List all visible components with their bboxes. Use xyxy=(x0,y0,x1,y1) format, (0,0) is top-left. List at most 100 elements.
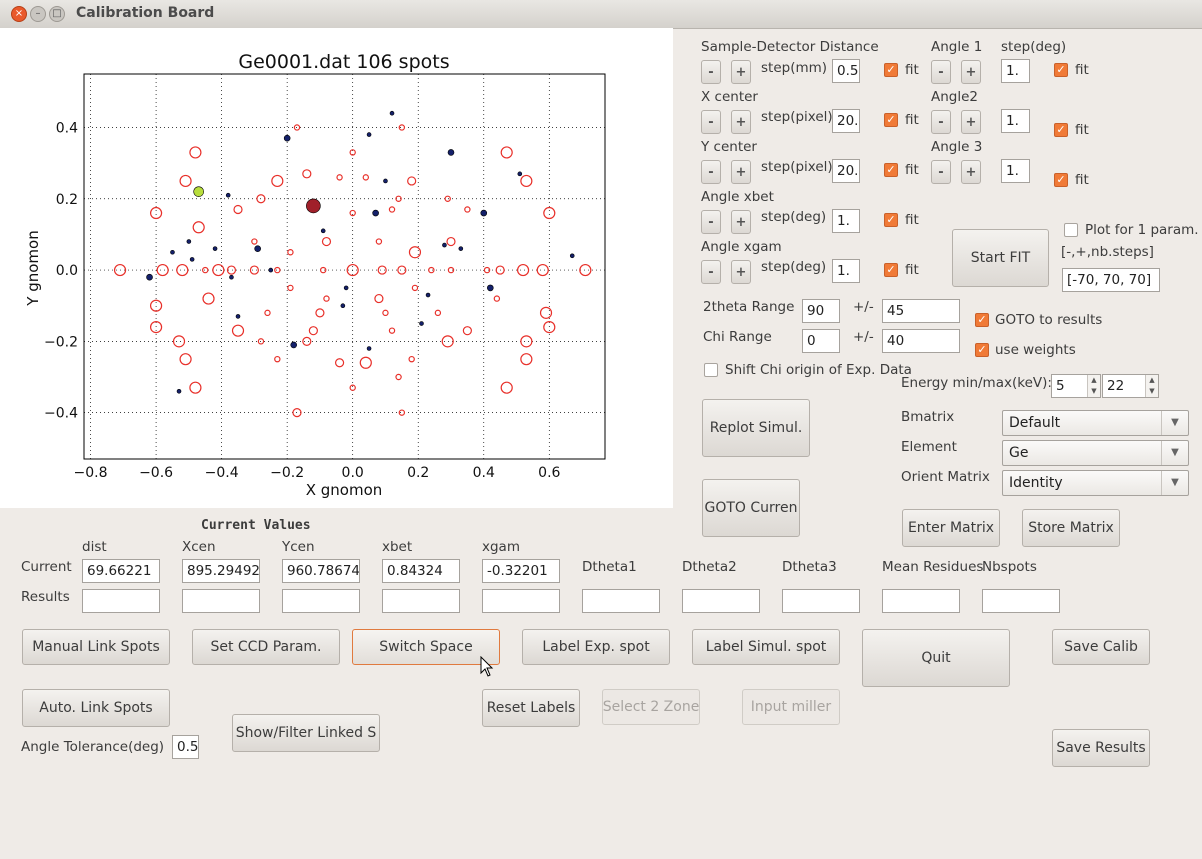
angle3-plus-button[interactable]: + xyxy=(961,160,981,184)
auto-link-spots-button[interactable]: Auto. Link Spots xyxy=(22,689,170,727)
current-value-field[interactable]: 0.84324 xyxy=(382,559,460,583)
xbet-fit-label: fit xyxy=(905,212,919,228)
angle2-step-input[interactable]: 1. xyxy=(1001,109,1030,133)
label-simul-spot-button[interactable]: Label Simul. spot xyxy=(692,629,840,665)
angle1-step-input[interactable]: 1. xyxy=(1001,59,1030,83)
shift-chi-label: Shift Chi origin of Exp. Data xyxy=(725,362,912,378)
current-value-field[interactable]: 69.66221 xyxy=(82,559,160,583)
enter-matrix-button[interactable]: Enter Matrix xyxy=(902,509,1000,547)
sdd-step-input[interactable]: 0.5 xyxy=(832,59,860,83)
chi-center-input[interactable]: 0 xyxy=(802,329,840,353)
chi-delta-input[interactable]: 40 xyxy=(882,329,960,353)
angle1-plus-button[interactable]: + xyxy=(961,60,981,84)
ycen-plus-button[interactable]: + xyxy=(731,160,751,184)
data-point xyxy=(321,236,332,247)
maximize-icon[interactable]: □ xyxy=(49,6,65,22)
sdd-minus-button[interactable]: - xyxy=(701,60,721,84)
sdd-fit-checkbox[interactable]: ✓ xyxy=(884,63,898,77)
save-results-button[interactable]: Save Results xyxy=(1052,729,1150,767)
energy-max-spinbox[interactable]: 22 ▲ ▼ xyxy=(1102,374,1159,398)
angle2-plus-button[interactable]: + xyxy=(961,110,981,134)
xcen-step-input[interactable]: 20. xyxy=(832,109,860,133)
angle1-fit-checkbox[interactable]: ✓ xyxy=(1054,63,1068,77)
theta-delta-input[interactable]: 45 xyxy=(882,299,960,323)
scatter-plot[interactable]: Ge0001.dat 106 spots −0.8 −0.6 −0.4 −0.2 0.0… xyxy=(0,28,673,508)
plot1param-checkbox[interactable] xyxy=(1064,223,1078,237)
ycen-step-input[interactable]: 20. xyxy=(832,159,860,183)
data-point xyxy=(264,309,271,317)
result-value-field[interactable] xyxy=(782,589,860,613)
element-select[interactable]: Ge ▼ xyxy=(1002,440,1189,466)
current-value-field[interactable]: 960.78674 xyxy=(282,559,360,583)
show-filter-linked-button[interactable]: Show/Filter Linked S xyxy=(232,714,380,752)
plot-panel[interactable]: Ge0001.dat 106 spots −0.8 −0.6 −0.4 −0.2 0.0… xyxy=(0,28,673,508)
angle2-minus-button[interactable]: - xyxy=(931,110,951,134)
xcen-plus-button[interactable]: + xyxy=(731,110,751,134)
spin-arrows-icon[interactable]: ▲ ▼ xyxy=(1087,375,1100,397)
result-value-field[interactable] xyxy=(982,589,1060,613)
xgam-fit-checkbox[interactable]: ✓ xyxy=(884,263,898,277)
element-value: Ge xyxy=(1009,445,1029,461)
ycen-minus-button[interactable]: - xyxy=(701,160,721,184)
xbet-step-input[interactable]: 1. xyxy=(832,209,860,233)
result-value-field[interactable] xyxy=(182,589,260,613)
current-value-field[interactable]: -0.32201 xyxy=(482,559,560,583)
store-matrix-button[interactable]: Store Matrix xyxy=(1022,509,1120,547)
result-value-field[interactable] xyxy=(282,589,360,613)
xgam-step-input[interactable]: 1. xyxy=(832,259,860,283)
xcen-minus-button[interactable]: - xyxy=(701,110,721,134)
theta-center-input[interactable]: 90 xyxy=(802,299,840,323)
angle3-fit-checkbox[interactable]: ✓ xyxy=(1054,173,1068,187)
data-point xyxy=(408,355,415,363)
select-zone-button[interactable]: Select 2 Zone xyxy=(602,689,700,725)
data-point xyxy=(425,292,431,298)
shift-chi-checkbox[interactable] xyxy=(704,363,718,377)
goto-results-checkbox[interactable]: ✓ xyxy=(975,313,989,327)
angle1-minus-button[interactable]: - xyxy=(931,60,951,84)
range-input[interactable]: [-70, 70, 70] xyxy=(1062,268,1160,292)
ycen-fit-checkbox[interactable]: ✓ xyxy=(884,163,898,177)
label-exp-spot-button[interactable]: Label Exp. spot xyxy=(522,629,670,665)
use-weights-checkbox[interactable]: ✓ xyxy=(975,343,989,357)
result-value-field[interactable] xyxy=(482,589,560,613)
angle3-step-input[interactable]: 1. xyxy=(1001,159,1030,183)
chevron-down-icon[interactable]: ▼ xyxy=(1161,471,1188,495)
sdd-plus-button[interactable]: + xyxy=(731,60,751,84)
start-fit-button[interactable]: Start FIT xyxy=(952,229,1049,287)
result-value-field[interactable] xyxy=(682,589,760,613)
replot-simul-button[interactable]: Replot Simul. xyxy=(702,399,810,457)
goto-current-button[interactable]: GOTO Curren xyxy=(702,479,800,537)
xbet-fit-checkbox[interactable]: ✓ xyxy=(884,213,898,227)
quit-button[interactable]: Quit xyxy=(862,629,1010,687)
reset-labels-button[interactable]: Reset Labels xyxy=(482,689,580,727)
set-ccd-param-button[interactable]: Set CCD Param. xyxy=(192,629,340,665)
xbet-minus-button[interactable]: - xyxy=(701,210,721,234)
data-point xyxy=(179,174,192,188)
bmatrix-select[interactable]: Default ▼ xyxy=(1002,410,1189,436)
xgam-plus-button[interactable]: + xyxy=(731,260,751,284)
angle3-minus-button[interactable]: - xyxy=(931,160,951,184)
chevron-down-icon[interactable]: ▼ xyxy=(1161,411,1188,435)
angle-tolerance-input[interactable]: 0.5 xyxy=(172,735,199,759)
result-value-field[interactable] xyxy=(382,589,460,613)
close-icon[interactable]: × xyxy=(11,6,27,22)
angle3-fit-label: fit xyxy=(1075,172,1089,188)
manual-link-spots-button[interactable]: Manual Link Spots xyxy=(22,629,170,665)
result-value-field[interactable] xyxy=(82,589,160,613)
switch-space-button[interactable]: Switch Space xyxy=(352,629,500,665)
xcen-fit-checkbox[interactable]: ✓ xyxy=(884,113,898,127)
orient-select[interactable]: Identity ▼ xyxy=(1002,470,1189,496)
current-value-field[interactable]: 895.29492 xyxy=(182,559,260,583)
chevron-down-icon[interactable]: ▼ xyxy=(1161,441,1188,465)
spin-arrows-icon[interactable]: ▲ ▼ xyxy=(1145,375,1158,397)
angle2-fit-checkbox[interactable]: ✓ xyxy=(1054,123,1068,137)
energy-min-spinbox[interactable]: 5 ▲ ▼ xyxy=(1051,374,1101,398)
xgam-minus-button[interactable]: - xyxy=(701,260,721,284)
input-miller-button[interactable]: Input miller xyxy=(742,689,840,725)
result-value-field[interactable] xyxy=(882,589,960,613)
xbet-plus-button[interactable]: + xyxy=(731,210,751,234)
result-value-field[interactable] xyxy=(582,589,660,613)
data-point xyxy=(179,353,192,366)
minimize-icon[interactable]: – xyxy=(30,6,46,22)
save-calib-button[interactable]: Save Calib xyxy=(1052,629,1150,665)
